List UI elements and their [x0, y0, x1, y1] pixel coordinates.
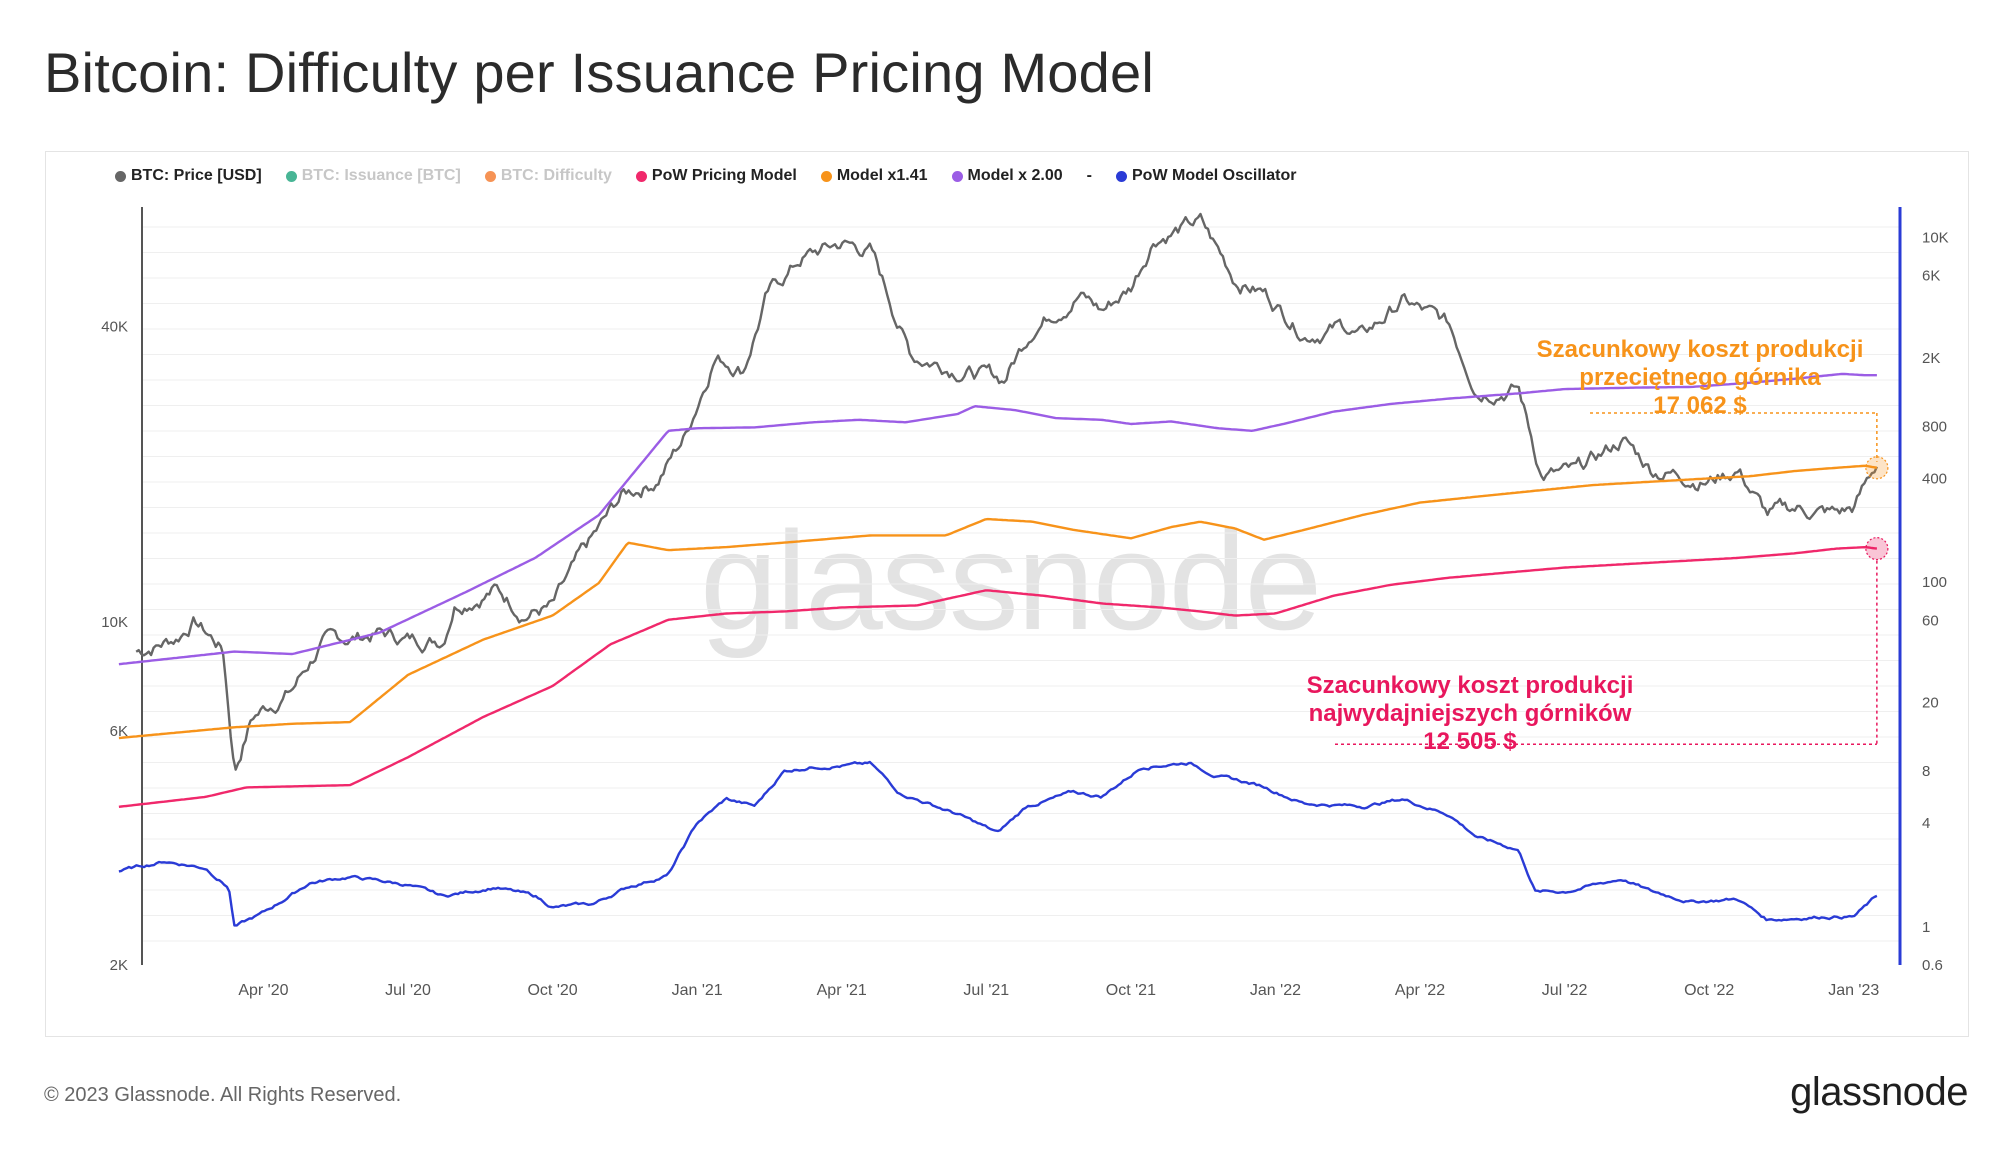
legend-dot-price — [115, 170, 126, 182]
legend-item-model-x200[interactable]: Model x 2.00 — [951, 167, 1063, 185]
legend-label: Model x 2.00 — [967, 167, 1063, 184]
legend-dot-model-x200 — [951, 170, 963, 182]
legend-item-issuance[interactable]: BTC: Issuance [BTC] — [285, 167, 461, 185]
annotation-efficient-miner-cost: Szacunkowy koszt produkcji najwydajniejs… — [1270, 672, 1670, 756]
y-right-tick-label: 4 — [1922, 815, 1930, 832]
y-left-tick-label: 6K — [110, 723, 128, 740]
chart-legend: BTC: Price [USD] BTC: Issuance [BTC] BTC… — [115, 167, 1296, 185]
chart-frame — [45, 151, 1969, 1037]
x-tick-label: Apr '20 — [238, 982, 288, 999]
series-line-model-x1-41 — [118, 464, 1878, 740]
grid-lines — [142, 226, 1900, 942]
legend-label: PoW Model Oscillator — [1132, 167, 1297, 184]
annotation-avg-value: 17 062 $ — [1653, 392, 1747, 419]
x-tick-label: Oct '20 — [527, 982, 577, 999]
y-right-tick-label: 100 — [1922, 574, 1947, 591]
annotation-eff-line2: najwydajniejszych górników — [1308, 700, 1632, 727]
legend-item-pow-pricing-model[interactable]: PoW Pricing Model — [635, 167, 797, 185]
x-tick-label: Jan '21 — [672, 982, 723, 999]
marker-efficient-miner — [1865, 537, 1889, 561]
x-tick-label: Jan '22 — [1250, 982, 1301, 999]
annotation-avg-line2: przeciętnego górnika — [1579, 364, 1821, 391]
guide-lines — [1335, 412, 1889, 745]
annotation-avg-line1: Szacunkowy koszt produkcji — [1536, 336, 1864, 363]
y-right-tick-label: 60 — [1922, 612, 1939, 629]
legend-label: Model x1.41 — [836, 167, 928, 184]
legend-item-model-x141[interactable]: Model x1.41 — [820, 167, 928, 185]
y-right-tick-label: 2K — [1922, 350, 1940, 367]
legend-item-difficulty[interactable]: BTC: Difficulty — [484, 167, 612, 185]
x-tick-label: Jul '21 — [963, 982, 1009, 999]
y-right-tick-label: 20 — [1922, 695, 1939, 712]
y-right-tick-label: 1 — [1922, 919, 1930, 936]
series-line-model-x-2-00 — [118, 372, 1877, 666]
x-tick-label: Oct '21 — [1106, 982, 1156, 999]
annotation-avg-miner-cost: Szacunkowy koszt produkcji przeciętnego … — [1520, 336, 1880, 420]
annotation-eff-line1: Szacunkowy koszt produkcji — [1306, 672, 1634, 699]
legend-item-price[interactable]: BTC: Price [USD] — [115, 167, 262, 185]
x-tick-label: Jul '22 — [1542, 982, 1588, 999]
x-tick-label: Jul '20 — [385, 982, 431, 999]
y-right-tick-label: 8 — [1922, 763, 1930, 780]
legend-label: PoW Pricing Model — [651, 167, 797, 184]
x-tick-label: Oct '22 — [1684, 982, 1734, 999]
footer-logo[interactable]: glassnode — [1790, 1070, 1968, 1114]
legend-dot-oscillator — [1116, 170, 1127, 182]
x-tick-label: Apr '21 — [817, 982, 867, 999]
series-line-pow-model-oscillator — [118, 760, 1878, 927]
legend-label: BTC: Issuance [BTC] — [301, 167, 461, 184]
page-title: Bitcoin: Difficulty per Issuance Pricing… — [44, 41, 1154, 104]
x-tick-label: Apr '22 — [1395, 982, 1445, 999]
y-right-tick-label: 0.6 — [1922, 957, 1943, 974]
x-tick-label: Jan '23 — [1828, 982, 1879, 999]
series-lines — [118, 212, 1878, 927]
legend-dot-pow-model — [635, 170, 647, 182]
legend-item-separator: - — [1087, 167, 1092, 185]
legend-label: - — [1086, 167, 1092, 184]
marker-avg-miner — [1865, 456, 1889, 480]
legend-label: BTC: Price [USD] — [131, 167, 262, 184]
y-right-tick-label: 800 — [1922, 418, 1947, 435]
y-right-tick-label: 10K — [1922, 229, 1949, 246]
legend-dot-difficulty — [484, 170, 496, 182]
y-right-tick-label: 400 — [1922, 470, 1947, 487]
footer-copyright: © 2023 Glassnode. All Rights Reserved. — [44, 1084, 402, 1106]
legend-dot-issuance — [285, 170, 297, 182]
legend-label: BTC: Difficulty — [500, 167, 612, 184]
axes: Apr '20 Jul '20 Oct '20 Jan '21 Apr '21 Jul '… — [101, 207, 1949, 999]
legend-item-pow-oscillator[interactable]: PoW Model Oscillator — [1116, 167, 1296, 185]
y-right-tick-label: 6K — [1922, 268, 1940, 285]
series-line-btc-price-usd — [135, 212, 1878, 771]
series-line-pow-pricing-model — [118, 546, 1878, 808]
y-left-tick-label: 40K — [101, 318, 128, 335]
legend-dot-model-x141 — [820, 170, 832, 182]
y-left-tick-label: 10K — [101, 614, 128, 631]
y-left-tick-label: 2K — [110, 957, 128, 974]
annotation-eff-value: 12 505 $ — [1423, 728, 1517, 755]
